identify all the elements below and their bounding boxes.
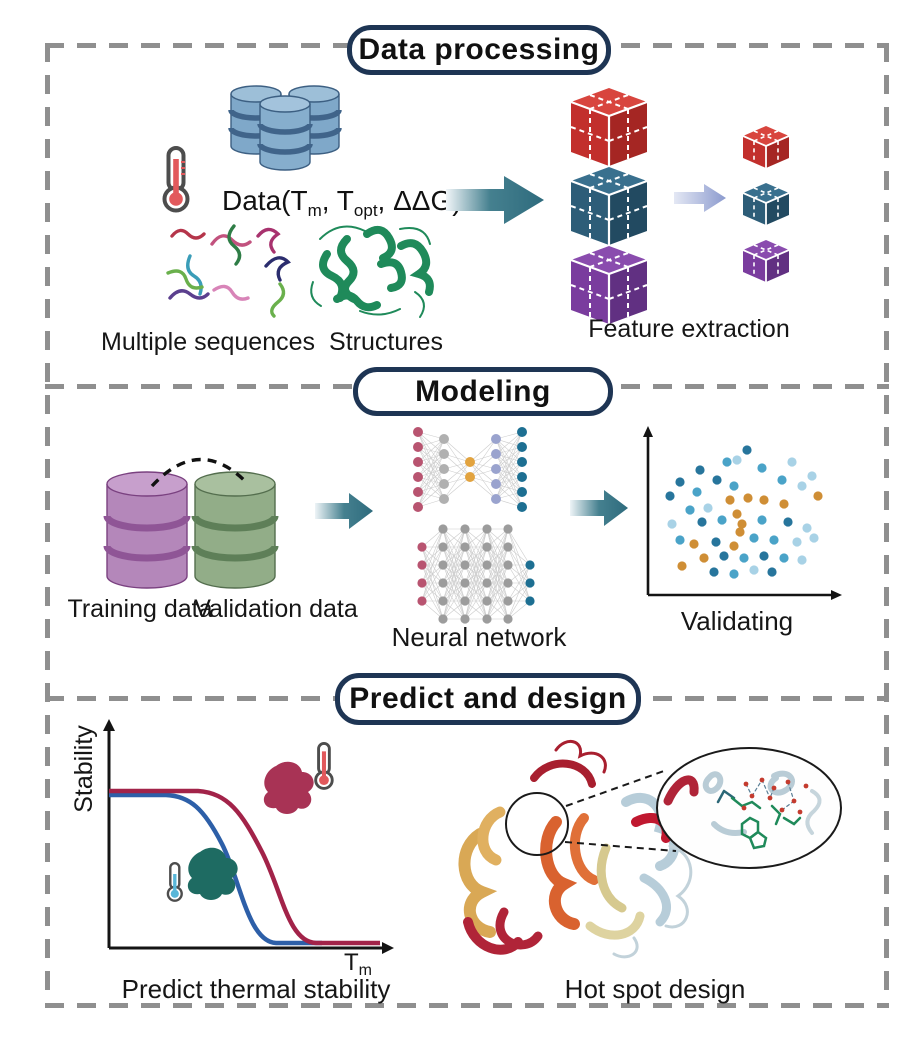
section-title-modeling: Modeling — [353, 367, 613, 416]
validating-label: Validating — [680, 606, 794, 636]
stability-axis-label: Stability — [70, 725, 98, 813]
hot-protein-blob-icon — [263, 761, 314, 814]
section-title-label: Predict and design — [349, 682, 627, 715]
cold-protein-blob-icon — [187, 847, 238, 900]
feature-block-teal-icon — [570, 167, 648, 245]
section-title-predict-design: Predict and design — [335, 673, 641, 725]
validation-data-label: Validation data — [194, 595, 358, 623]
frame-right-border — [884, 43, 889, 1008]
frame-bottom-border — [45, 1003, 889, 1008]
autoencoder-network-icon — [413, 427, 527, 512]
thermometer-hot-small-icon — [314, 742, 334, 790]
reduce-arrow-icon — [674, 184, 726, 212]
training-database-icon — [103, 471, 191, 589]
multiple-sequences-label: Multiple sequences — [100, 328, 316, 356]
protein-structure-icon — [310, 225, 434, 318]
modeling-arrow-icon — [315, 493, 373, 529]
validation-scatter-icon — [643, 426, 842, 600]
predict-thermal-stability-label: Predict thermal stability — [121, 974, 391, 1004]
dense-network-icon — [417, 524, 535, 624]
feature-cube-purple-icon — [742, 240, 790, 282]
feature-block-purple-icon — [570, 246, 648, 324]
split-link-arc-icon — [150, 457, 250, 488]
feature-extraction-label: Feature extraction — [588, 315, 790, 343]
hot-spot-design-label: Hot spot design — [564, 974, 746, 1004]
database-cluster-icon — [228, 85, 342, 171]
hotspot-magnified-view — [656, 747, 842, 869]
neural-network-label: Neural network — [391, 622, 567, 652]
data-label-sub: opt — [353, 201, 378, 220]
section-title-label: Data processing — [358, 33, 600, 66]
data-label-sub: m — [307, 201, 322, 220]
frame-left-border — [45, 43, 50, 1008]
data-label-part: , T — [321, 185, 354, 216]
tm-base: T — [344, 949, 359, 976]
hotspot-circle-icon — [505, 792, 569, 856]
thermometer-cold-icon — [166, 862, 183, 902]
section-title-data-processing: Data processing — [347, 25, 611, 75]
feature-cube-red-icon — [742, 126, 790, 168]
validating-arrow-icon — [570, 490, 628, 526]
feature-cube-teal-icon — [742, 183, 790, 225]
tm-sub: m — [359, 962, 372, 979]
thermometer-hot-icon — [162, 146, 190, 213]
section-title-label: Modeling — [415, 374, 551, 408]
process-arrow-icon — [446, 176, 544, 224]
tm-axis-label: Tm — [344, 949, 372, 979]
feature-block-red-icon — [570, 88, 648, 166]
validation-database-icon — [191, 471, 279, 589]
magnifier-connector-lines — [564, 770, 677, 852]
data-label-part: Data(T — [222, 185, 308, 216]
structures-label: Structures — [329, 328, 443, 356]
training-data-label: Training data — [67, 595, 213, 623]
multiple-sequences-icon — [166, 224, 291, 318]
thermal-stability-plot: Stability Tm — [70, 719, 394, 979]
